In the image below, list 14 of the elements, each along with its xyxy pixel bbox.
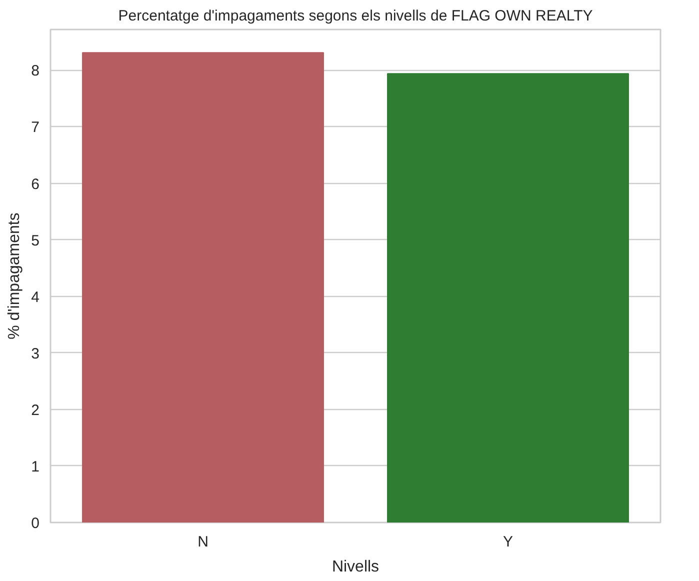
- y-axis-title: % d'impagaments: [6, 212, 24, 340]
- x-tick-label: N: [198, 534, 208, 550]
- chart-title: Percentatge d'impagaments segons els nivells de FLAG OWN REALTY: [118, 8, 593, 24]
- y-tick-label: 8: [31, 62, 40, 80]
- x-tick-label: Y: [503, 534, 514, 550]
- y-tick-label: 7: [31, 119, 40, 136]
- y-tick-label: 5: [31, 232, 40, 250]
- y-tick-label: 6: [31, 176, 40, 193]
- x-axis-title: Nivells: [332, 558, 380, 576]
- y-tick-label: 4: [31, 288, 40, 306]
- y-tick-label: 2: [31, 402, 40, 419]
- y-tick-label: 0: [31, 515, 40, 532]
- y-tick-label: 3: [31, 345, 40, 362]
- y-tick-label: 1: [31, 458, 40, 476]
